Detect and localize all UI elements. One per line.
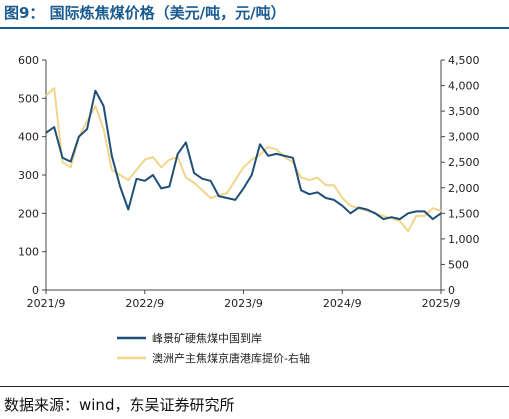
- ticks-layer: 0 100 200 300 400 500 600 0 500 1,000 1,500 2,000 2,…: [18, 54, 480, 310]
- y-right-tick-label: 1,000: [448, 233, 480, 246]
- y-right-tick-label: 4,000: [448, 80, 480, 93]
- y-left-tick-label: 600: [18, 54, 39, 67]
- chart-title: 图9： 国际炼焦煤价格（美元/吨，元/吨）: [4, 4, 286, 22]
- y-right-tick-label: 2,500: [448, 156, 480, 169]
- y-right-tick-label: 0: [448, 284, 455, 297]
- legend-label-series-2: 澳洲产主焦煤京唐港库提价-右轴: [152, 351, 310, 365]
- y-left-tick-label: 200: [18, 207, 39, 220]
- y-right-tick-label: 3,500: [448, 105, 480, 118]
- x-tick-label: 2023/9: [224, 297, 263, 310]
- y-right-tick-label: 3,000: [448, 131, 480, 144]
- y-left-tick-label: 400: [18, 131, 39, 144]
- y-left-tick-label: 500: [18, 92, 39, 105]
- chart: 0 100 200 300 400 500 600 0 500 1,000 1,500 2,000 2,…: [18, 54, 480, 365]
- y-left-tick-label: 100: [18, 246, 39, 259]
- y-right-tick-label: 1,500: [448, 207, 480, 220]
- legend-label-series-1: 峰景矿硬焦煤中国到岸: [152, 332, 262, 345]
- title-divider: [0, 27, 509, 29]
- y-right-tick-label: 2,000: [448, 182, 480, 195]
- y-left-tick-label: 300: [18, 169, 39, 182]
- source-divider: [0, 386, 509, 387]
- axes-layer: [42, 59, 445, 294]
- legend: 峰景矿硬焦煤中国到岸 澳洲产主焦煤京唐港库提价-右轴: [117, 332, 310, 365]
- x-tick-label: 2025/9: [422, 297, 461, 310]
- y-right-tick-label: 500: [448, 258, 469, 271]
- series-line-2: [45, 87, 442, 233]
- y-left-tick-label: 0: [32, 284, 39, 297]
- x-tick-label: 2022/9: [125, 297, 164, 310]
- data-source: 数据来源：wind，东吴证券研究所: [4, 396, 235, 414]
- y-right-tick-label: 4,500: [448, 54, 480, 67]
- series-line-1: [45, 89, 442, 221]
- x-tick-label: 2021/9: [27, 297, 66, 310]
- lines-layer: [45, 87, 442, 233]
- x-tick-label: 2024/9: [323, 297, 362, 310]
